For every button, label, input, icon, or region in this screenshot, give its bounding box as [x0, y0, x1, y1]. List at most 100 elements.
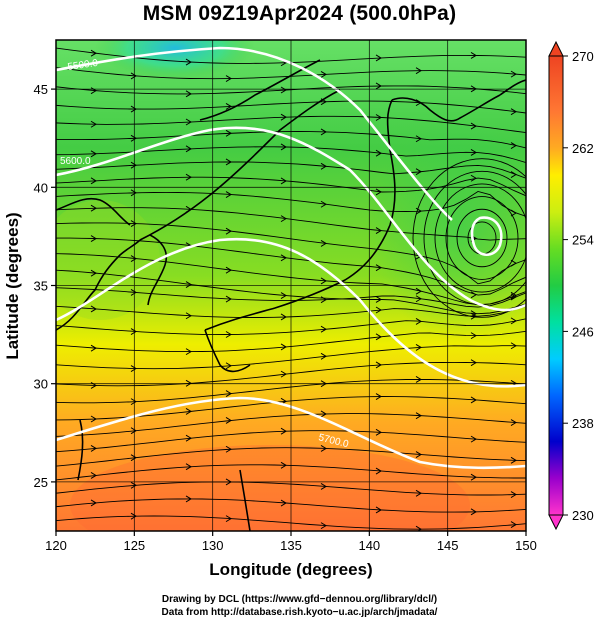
streamline-arrow — [470, 291, 477, 299]
streamline — [56, 131, 526, 149]
colorbar-label: 246 — [572, 324, 594, 339]
streamline — [56, 345, 526, 370]
streamline-arrow — [130, 220, 137, 227]
streamline-arrow — [415, 135, 422, 143]
streamline-arrow — [130, 72, 137, 80]
streamline — [56, 413, 526, 437]
streamline-arrow — [90, 305, 97, 313]
streamline-arrow — [375, 114, 382, 121]
colorbar-label: 230 — [572, 508, 594, 523]
streamline — [56, 318, 526, 336]
streamline-arrow — [375, 82, 382, 90]
streamline-arrow — [225, 295, 232, 303]
streamline-arrow — [510, 521, 517, 529]
streamline-arrow — [225, 227, 232, 235]
streamline-arrow — [320, 239, 327, 247]
streamline-arrow — [510, 171, 517, 178]
streamline-arrow — [375, 149, 382, 157]
streamline — [56, 515, 526, 530]
streamline-arrow — [280, 215, 287, 223]
streamline-arrow — [375, 227, 382, 235]
streamline-arrow — [320, 277, 327, 285]
streamline-arrow — [130, 105, 137, 113]
streamline-arrow — [320, 352, 327, 360]
streamline-arrow — [470, 359, 477, 367]
colorbar-label: 270 — [572, 49, 594, 64]
streamline-arrow — [130, 512, 137, 520]
streamline-arrow — [280, 113, 287, 121]
streamline-arrow — [130, 398, 137, 406]
streamline-arrow — [130, 365, 137, 372]
streamline-arrow — [375, 467, 382, 475]
streamline-arrow — [225, 191, 232, 198]
lat-lon-grid — [56, 40, 526, 531]
streamline-arrow — [225, 75, 232, 82]
streamline-arrow — [320, 325, 327, 333]
colorbar-bottom-arrow — [548, 514, 564, 531]
streamline-arrow — [470, 396, 477, 404]
streamline-arrow — [415, 525, 422, 531]
coastlines — [56, 59, 526, 531]
streamline-arrow — [225, 331, 232, 338]
x-tick-label: 135 — [280, 538, 302, 553]
streamline — [56, 100, 526, 114]
streamline-arrow — [280, 461, 287, 469]
streamline-arrow — [90, 445, 97, 452]
streamline-arrow — [415, 343, 422, 351]
height-contours — [56, 46, 526, 470]
streamline-arrow — [90, 204, 97, 212]
streamline-arrow — [470, 52, 477, 59]
colorbar-label: 254 — [572, 233, 594, 248]
streamline-arrow — [225, 362, 232, 370]
streamline-arrow — [225, 417, 232, 424]
x-tick-label: 130 — [202, 538, 224, 553]
streamline-arrow — [130, 255, 137, 262]
y-tick-label: 45 — [34, 82, 48, 97]
y-axis-ticks: 25 30 35 40 45 — [34, 82, 56, 490]
streamline-arrow — [375, 54, 382, 62]
streamline — [56, 222, 526, 285]
streamline-arrow — [185, 407, 192, 415]
credit-data: Data from http://database.rish.kyoto−u.a… — [161, 607, 438, 618]
streamline-arrow — [415, 287, 422, 295]
streamline-arrow — [185, 434, 192, 442]
contour-label-5600: 5600.0 — [60, 156, 91, 167]
streamline-arrow — [375, 188, 382, 196]
y-tick-label: 40 — [34, 180, 48, 195]
streamline — [56, 191, 526, 217]
credit-drawing: Drawing by DCL (https://www.gfd−dennou.o… — [161, 594, 438, 605]
x-axis-title: Longitude (degrees) — [209, 560, 372, 579]
streamline-arrow — [280, 427, 287, 435]
streamline-arrow — [280, 86, 287, 94]
streamline-arrow — [375, 428, 382, 436]
credits: Drawing by DCL (https://www.gfd−dennou.o… — [0, 593, 599, 619]
streamline-arrow — [130, 134, 137, 142]
streamline-arrow — [510, 419, 517, 426]
streamline-arrow — [470, 122, 477, 130]
vortex-streamline — [412, 158, 526, 318]
streamline-arrow — [90, 177, 97, 185]
streamline-arrow — [130, 161, 137, 169]
streamline-arrow — [470, 332, 477, 340]
vortex-streamline — [434, 183, 526, 293]
streamline-arrow — [320, 128, 327, 136]
streamline — [56, 253, 526, 306]
streamline-arrow — [415, 168, 422, 176]
streamline-arrow — [470, 508, 477, 516]
streamline-arrow — [375, 306, 382, 314]
streamline — [56, 67, 526, 80]
streamline-arrow — [185, 348, 192, 356]
colorbar-ticks: 230 238 246 254 262 270 — [563, 49, 594, 523]
streamline-arrow — [225, 129, 232, 137]
streamline-arrow — [510, 108, 517, 116]
streamline-arrow — [415, 376, 422, 383]
streamline-arrow — [320, 445, 327, 452]
streamline-arrow — [90, 344, 97, 352]
colorbar-top-arrow — [548, 40, 564, 57]
streamline-arrow — [185, 145, 192, 153]
streamline-arrow — [415, 317, 422, 325]
streamline-arrow — [280, 499, 287, 507]
wind-streamlines — [56, 47, 526, 531]
colorbar-scale — [548, 55, 564, 516]
